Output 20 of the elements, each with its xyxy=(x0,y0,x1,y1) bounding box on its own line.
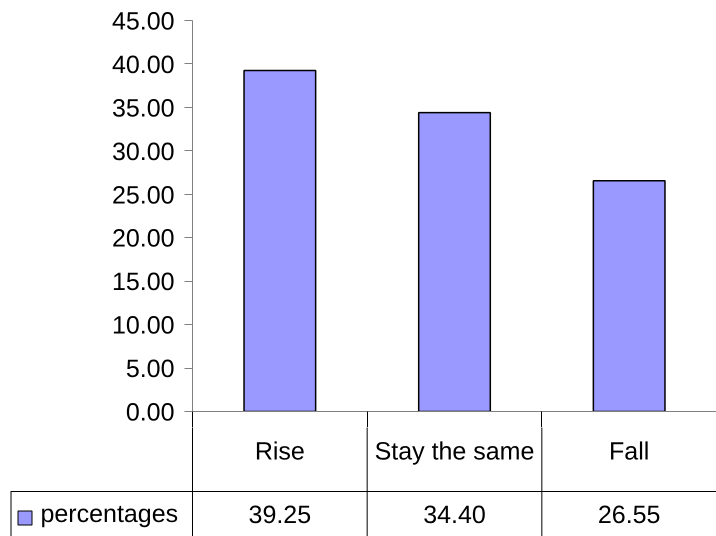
y-tick-label: 10.00 xyxy=(112,312,174,340)
x-tick-label: Stay the same xyxy=(374,438,534,466)
bar xyxy=(243,70,316,412)
y-tick-label: 20.00 xyxy=(112,224,174,253)
y-tick-label: 30.00 xyxy=(112,138,174,166)
data-label: 39.25 xyxy=(248,501,312,529)
bar xyxy=(418,112,492,412)
y-tick-label: 45.00 xyxy=(112,8,174,36)
data-label: 34.40 xyxy=(423,501,486,529)
y-tick-label: 5.00 xyxy=(126,355,175,384)
bar xyxy=(592,180,666,412)
x-tick-label: Fall xyxy=(609,438,650,466)
legend-label: percentages xyxy=(40,500,178,528)
y-tick-label: 25.00 xyxy=(112,181,174,210)
y-tick-label: 15.00 xyxy=(112,268,174,296)
y-tick-label: 0.00 xyxy=(126,398,175,426)
y-tick-label: 35.00 xyxy=(112,94,174,122)
data-label: 26.55 xyxy=(598,501,660,529)
y-tick-label: 40.00 xyxy=(112,50,174,79)
x-tick-label: Rise xyxy=(254,438,305,466)
